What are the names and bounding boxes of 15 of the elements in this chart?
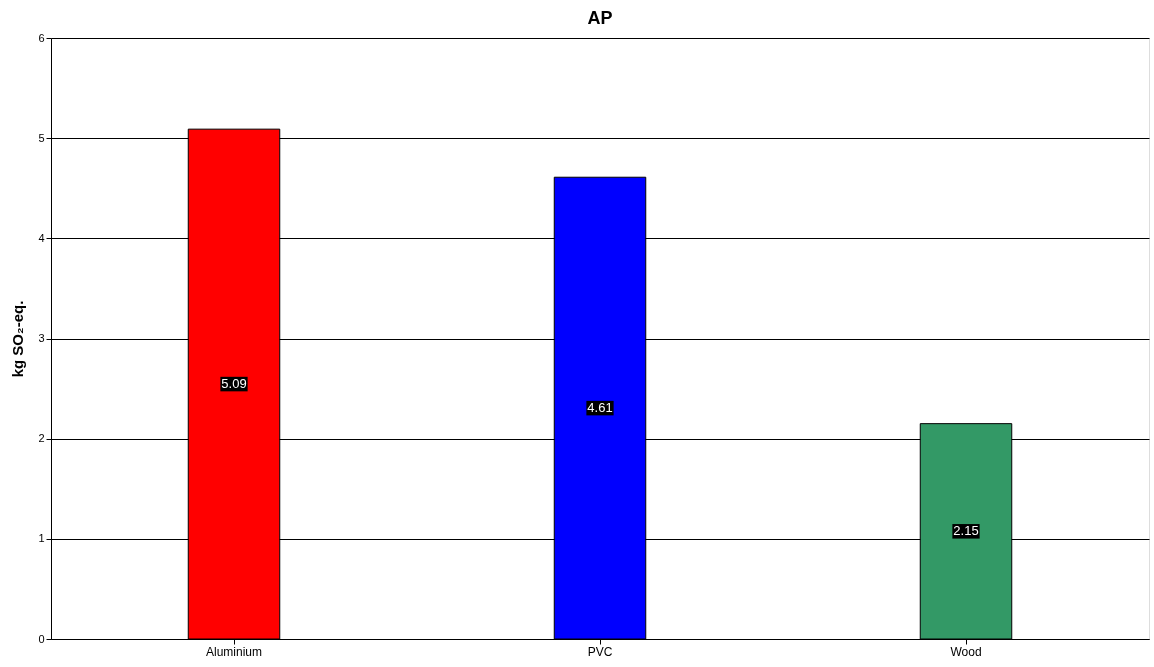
x-tick-label: Wood — [950, 644, 982, 659]
chart-title: AP — [587, 8, 613, 28]
y-tick-label: 3 — [38, 332, 45, 344]
y-axis-title: kg SO₂-eq. — [9, 300, 27, 378]
data-label: 5.09 — [221, 376, 247, 392]
y-tick-label: 6 — [38, 31, 45, 44]
x-tick-label: PVC — [587, 644, 613, 659]
data-label: 2.15 — [953, 523, 979, 539]
y-tick-label: 0 — [38, 632, 45, 645]
y-tick-label: 2 — [38, 432, 45, 445]
y-tick-label: 5 — [38, 131, 45, 144]
x-tick-label: Aluminium — [205, 644, 263, 659]
data-label: 4.61 — [587, 400, 613, 416]
y-tick-label: 4 — [38, 231, 45, 244]
y-tick-label: 1 — [38, 532, 45, 545]
